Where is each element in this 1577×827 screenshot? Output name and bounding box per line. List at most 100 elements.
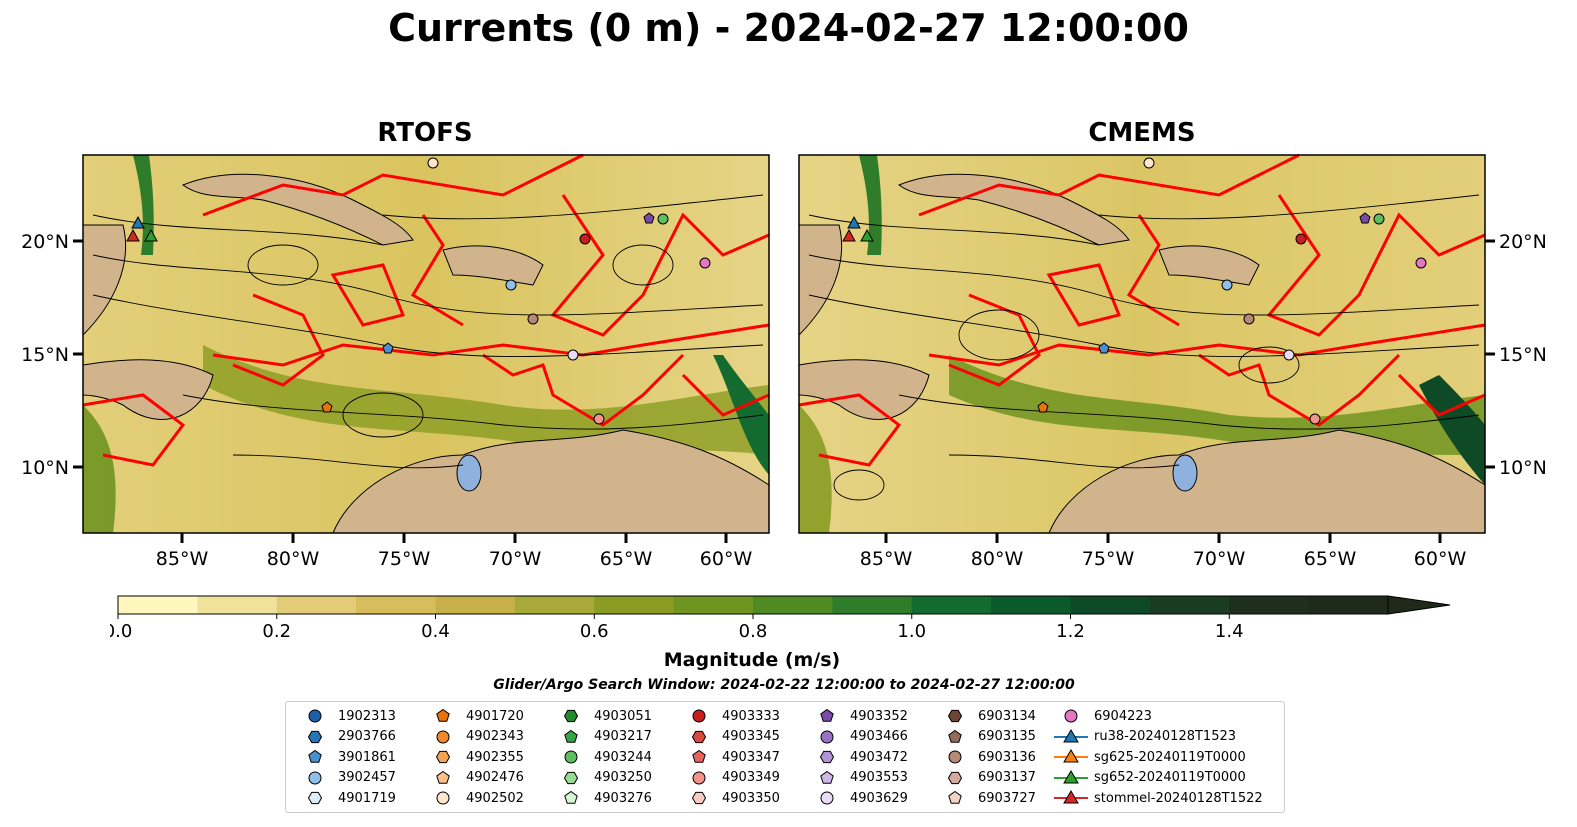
legend-hexagon-icon — [307, 791, 323, 805]
legend-circle-icon — [436, 791, 450, 805]
marker-ru38 — [847, 215, 861, 229]
legend-entry: 4903051 — [554, 706, 652, 726]
lat-tick-label: 10°N — [21, 457, 69, 479]
streamlines — [808, 194, 1480, 501]
legend-circle-icon — [820, 791, 834, 805]
lon-tick-label: 85°W — [860, 548, 913, 570]
lake-maracaibo — [1172, 454, 1198, 492]
legend-entry-label: 4903217 — [594, 729, 652, 744]
legend-entry-label: 4903051 — [594, 708, 652, 724]
hispaniola-land — [1158, 245, 1260, 286]
hispaniola-land — [442, 245, 544, 286]
current-band — [799, 405, 832, 533]
colorbar-swatches — [117, 595, 1451, 615]
legend-entry-label: 6903727 — [978, 790, 1036, 806]
legend-entry: 3902457 — [298, 768, 396, 788]
lat-tick-label: 20°N — [21, 231, 69, 253]
legend-entry: 2903766 — [298, 727, 396, 747]
float-4901720 — [1037, 401, 1049, 413]
float-4903352 — [643, 212, 655, 224]
marker-sg652 — [144, 228, 158, 242]
colorbar: 0.0 0.2 0.4 0.6 0.8 1.0 1.2 1.4 — [110, 595, 1451, 642]
legend-entry: 3901861 — [298, 747, 396, 767]
legend-entry: 4903349 — [682, 768, 780, 788]
streamlines — [92, 194, 764, 469]
legend-entry-label: 4902476 — [466, 770, 524, 785]
lat-tick-label: 20°N — [1499, 231, 1547, 253]
legend-entry: 4903217 — [554, 727, 652, 747]
legend-hexagon-icon — [819, 750, 835, 764]
legend-entry: 4902502 — [426, 788, 524, 808]
legend-entry: 4903350 — [682, 788, 780, 808]
legend-pentagon-icon — [308, 749, 322, 763]
legend-circle-icon — [564, 750, 578, 764]
legend: 1902313 2903766 3901861 3902457 4901719 49017… — [285, 701, 1285, 813]
legend-entry: 6903136 — [938, 747, 1036, 767]
legend-hexagon-icon — [691, 791, 707, 805]
colorbar-swatch — [435, 596, 516, 614]
legend-entry-label: sg652-20240119T0000 — [1094, 770, 1246, 785]
legend-entry-label: 4903466 — [850, 729, 908, 744]
legend-line-marker-icon — [1054, 790, 1088, 804]
axis-ticks — [884, 239, 1495, 543]
legend-entry: 4903553 — [810, 768, 908, 788]
colorbar-tick-label: 1.0 — [897, 621, 926, 642]
float-4903629 — [567, 349, 579, 361]
legend-pentagon-icon — [820, 708, 834, 722]
legend-entry-label: sg625-20240119T0000 — [1094, 749, 1246, 765]
colorbar-extend-arrow — [1387, 595, 1451, 615]
legend-circle-icon — [1064, 709, 1078, 723]
colorbar-swatch — [197, 596, 278, 614]
legend-circle-icon — [692, 709, 706, 723]
legend-entry: 4902355 — [426, 747, 524, 767]
legend-entry: 4903352 — [810, 706, 908, 726]
legend-entry: sg625-20240119T0000 — [1054, 747, 1246, 767]
float-6904223 — [699, 257, 711, 269]
legend-pentagon-icon — [948, 790, 962, 804]
float-3901861 — [382, 342, 394, 354]
legend-entry: 4901720 — [426, 706, 524, 726]
colorbar-swatch — [832, 596, 913, 614]
marker-ru38 — [131, 215, 145, 229]
legend-entry: stommel-20240128T1522 — [1054, 788, 1263, 808]
lon-tick-label: 65°W — [600, 548, 653, 570]
legend-entry: 6903135 — [938, 727, 1036, 747]
lon-tick-label: 75°W — [1082, 548, 1135, 570]
current-band — [1419, 375, 1485, 485]
legend-entry: 4903345 — [682, 727, 780, 747]
colorbar-swatch — [753, 596, 833, 614]
float-6904223 — [1415, 257, 1427, 269]
legend-entry-label: 6903135 — [978, 729, 1036, 744]
legend-circle-icon — [308, 771, 322, 784]
legend-circle-icon — [308, 709, 322, 723]
current-band — [133, 155, 154, 255]
central-america-land — [798, 224, 843, 337]
honduras-land — [82, 359, 214, 420]
lon-tick-label: 80°W — [971, 548, 1024, 570]
legend-pentagon-icon — [564, 790, 578, 804]
legend-entry: 4903472 — [810, 747, 908, 767]
panel-title-left: RTOFS — [377, 118, 473, 148]
current-band — [203, 345, 769, 455]
float-3902457 — [1221, 279, 1233, 291]
colorbar-tick-label: 1.4 — [1215, 621, 1244, 642]
legend-entry-label: 4903629 — [850, 790, 908, 806]
legend-pentagon-icon — [564, 729, 578, 743]
float-6903136 — [1243, 313, 1255, 325]
float-4903349 — [593, 413, 605, 425]
marker-sg652 — [860, 228, 874, 242]
colorbar-tick-label: 0.2 — [262, 621, 291, 642]
legend-entry-label: 4903244 — [594, 749, 652, 765]
legend-entry-label: 4902502 — [466, 790, 524, 806]
colorbar-swatch — [356, 596, 436, 614]
lon-tick-label: 65°W — [1304, 548, 1357, 570]
colorbar-swatch — [1070, 596, 1151, 614]
float-markers — [126, 157, 711, 425]
current-band — [83, 405, 116, 533]
legend-entry-label: 6903137 — [978, 770, 1036, 785]
legend-entry-label: 4903347 — [722, 749, 780, 765]
float-4903352 — [1359, 212, 1371, 224]
lon-tick-label: 70°W — [1193, 548, 1246, 570]
colorbar-tick-label: 0.6 — [580, 621, 609, 642]
legend-entry-label: 4901720 — [466, 708, 524, 724]
